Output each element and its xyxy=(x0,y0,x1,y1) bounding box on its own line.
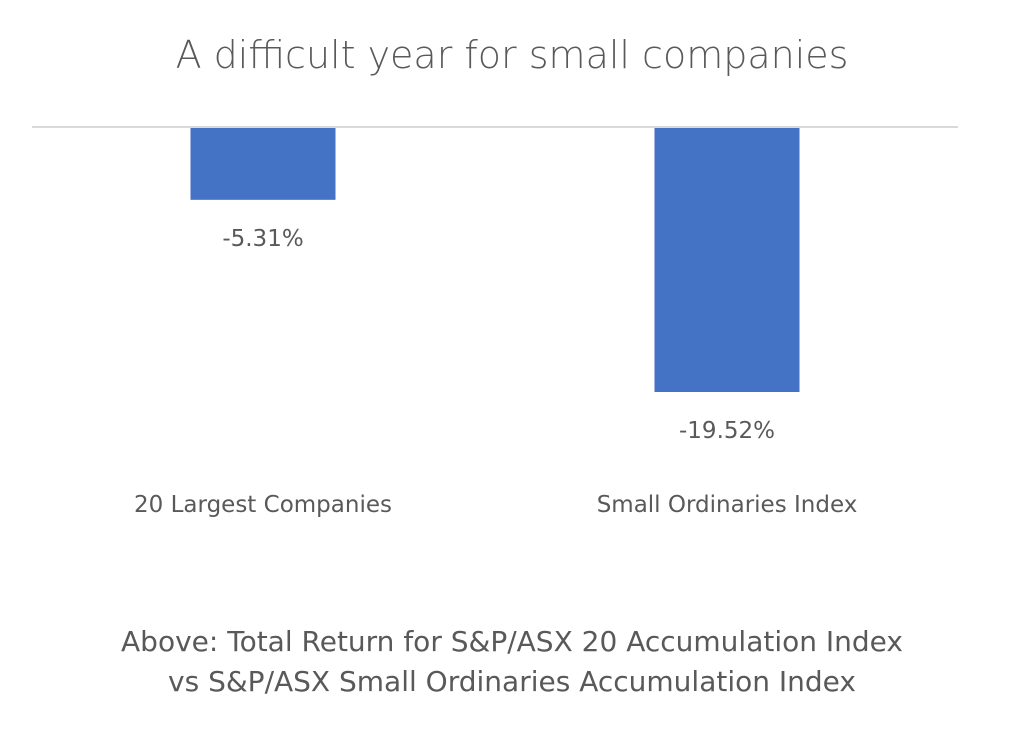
data-label-1: -5.31% xyxy=(222,226,303,252)
category-label-2: Small Ordinaries Index xyxy=(597,492,858,518)
chart-title: A difficult year for small companies xyxy=(176,33,849,77)
bar-1 xyxy=(190,128,336,200)
data-label-2: -19.52% xyxy=(679,418,775,444)
chart-caption: Above: Total Return for S&P/ASX 20 Accum… xyxy=(121,625,903,698)
category-label-1: 20 Largest Companies xyxy=(134,492,392,518)
bar-2 xyxy=(654,128,800,392)
